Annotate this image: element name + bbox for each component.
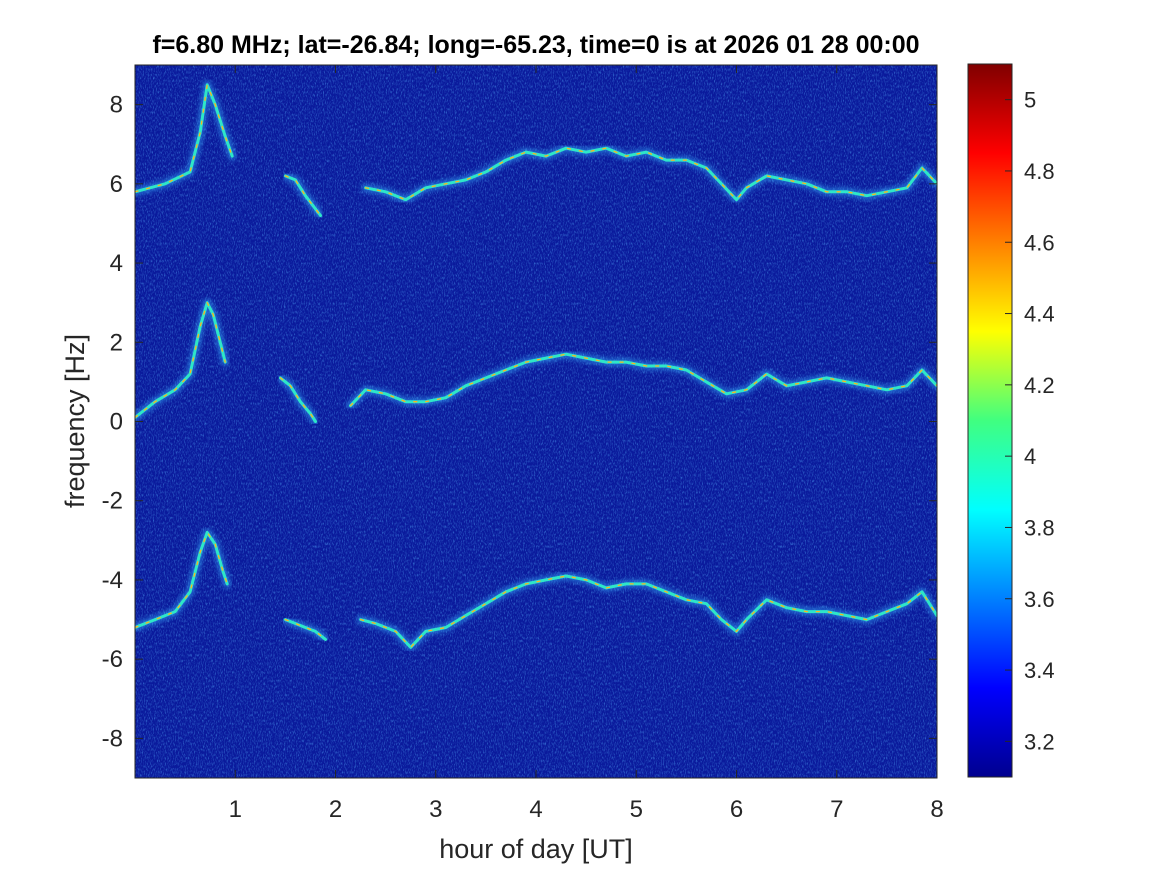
x-tick-label: 3 — [429, 796, 442, 823]
plot-noise-texture — [135, 65, 937, 778]
colorbar-frame — [967, 63, 1013, 778]
colorbar-tick-label: 3.8 — [1024, 515, 1055, 540]
colorbar-tick-label: 4.2 — [1024, 373, 1055, 398]
series-line-2 — [283, 174, 322, 217]
x-axis-ticks: 1 2 3 4 5 6 7 8 — [229, 65, 944, 823]
y-tick-label: 0 — [110, 409, 123, 436]
series-peaks-7 — [135, 531, 228, 629]
y-tick-label: -6 — [102, 646, 123, 673]
chart-title: f=6.80 MHz; lat=-26.84; long=-65.23, tim… — [152, 31, 919, 59]
series-peaks-9 — [359, 575, 937, 648]
x-tick-label: 5 — [630, 796, 643, 823]
series-line-3 — [364, 146, 937, 202]
x-axis-label: hour of day [UT] — [439, 834, 633, 864]
x-tick-label: 6 — [730, 796, 743, 823]
y-tick-label: 6 — [110, 171, 123, 198]
series-layer — [135, 80, 937, 652]
y-tick-label: -4 — [102, 567, 123, 594]
y-axis-ticks: -8 -6 -4 -2 0 2 4 6 8 — [102, 92, 937, 752]
series-peaks-1 — [135, 84, 233, 193]
y-tick-label: 8 — [110, 92, 123, 119]
x-tick-label: 4 — [529, 796, 542, 823]
colorbar-tick-label: 3.4 — [1024, 658, 1055, 683]
plot-area — [135, 65, 937, 778]
series-line-4 — [135, 301, 227, 419]
series-peaks-8 — [284, 618, 327, 641]
colorbar-tick-label: 4.6 — [1024, 230, 1055, 255]
colorbar-tick-label: 5 — [1024, 88, 1036, 113]
colorbar-tick-label: 3.6 — [1024, 587, 1055, 612]
x-tick-label: 1 — [229, 796, 242, 823]
y-tick-label: -8 — [102, 725, 123, 752]
colorbar-ticks: 3.2 3.4 3.6 3.8 4 4.2 4.4 4.6 4.8 5 — [1005, 88, 1055, 754]
colorbar-tick-label: 4.8 — [1024, 159, 1055, 184]
colorbar-tick-label: 4.4 — [1024, 302, 1055, 327]
x-tick-label: 7 — [830, 796, 843, 823]
colorbar-tick-label: 4 — [1024, 444, 1036, 469]
y-tick-label: -2 — [102, 488, 123, 515]
colorbar — [968, 64, 1012, 777]
series-peaks-5 — [279, 377, 317, 423]
x-tick-label: 2 — [329, 796, 342, 823]
y-axis-label: frequency [Hz] — [60, 334, 90, 508]
x-tick-label: 8 — [930, 796, 943, 823]
y-tick-label: 4 — [110, 250, 123, 277]
series-peaks-6 — [349, 353, 937, 407]
y-tick-label: 2 — [110, 329, 123, 356]
colorbar-tick-label: 3.2 — [1024, 729, 1055, 754]
